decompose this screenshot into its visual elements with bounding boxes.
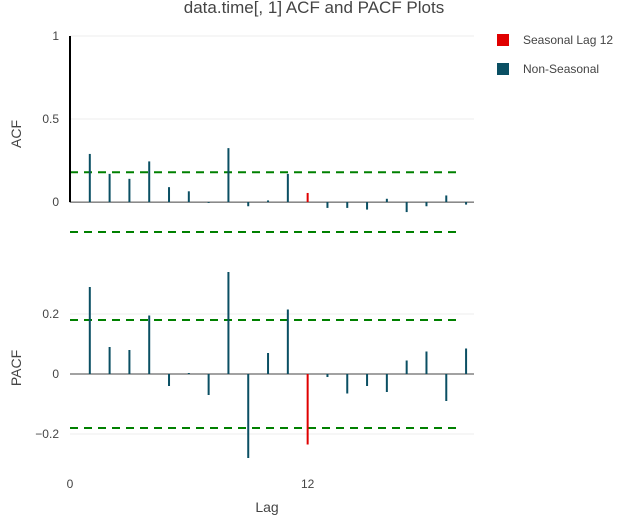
legend-swatch: [497, 63, 509, 75]
acf-y-tick-label: 0: [52, 195, 59, 209]
legend-label: Non-Seasonal: [523, 62, 599, 76]
x-tick-label: 0: [67, 477, 74, 491]
pacf-y-tick-label: −0.2: [35, 427, 59, 441]
acf-y-axis-label: ACF: [8, 120, 24, 148]
x-axis: 0 12: [67, 477, 315, 491]
pacf-y-axis-label: PACF: [8, 350, 24, 386]
acf-y-tick-label: 1: [52, 29, 59, 43]
chart-title: data.time[, 1] ACF and PACF Plots: [184, 0, 444, 17]
legend-label: Seasonal Lag 12: [523, 33, 613, 47]
acf-y-tick-label: 0.5: [42, 112, 59, 126]
x-axis-label: Lag: [255, 499, 278, 515]
legend: Seasonal Lag 12 Non-Seasonal: [497, 33, 613, 76]
acf-panel: 0 0.5 1 ACF: [8, 29, 474, 233]
legend-swatch: [497, 34, 509, 46]
pacf-y-tick-label: 0.2: [42, 307, 59, 321]
x-tick-label: 12: [301, 477, 315, 491]
pacf-panel: −0.2 0 0.2 PACF: [8, 272, 474, 458]
pacf-y-tick-label: 0: [52, 367, 59, 381]
